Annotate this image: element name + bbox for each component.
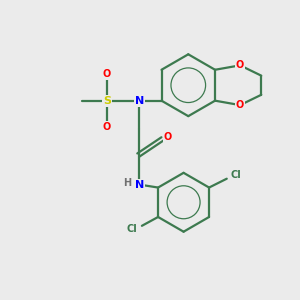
Text: O: O (236, 100, 244, 110)
Text: Cl: Cl (127, 224, 138, 234)
Text: O: O (103, 122, 111, 132)
Text: N: N (135, 96, 144, 106)
Text: O: O (164, 132, 172, 142)
Text: O: O (236, 60, 244, 70)
Text: H: H (123, 178, 131, 188)
Text: Cl: Cl (231, 170, 242, 180)
Text: S: S (103, 96, 111, 106)
Text: O: O (103, 69, 111, 79)
Text: N: N (135, 180, 144, 190)
